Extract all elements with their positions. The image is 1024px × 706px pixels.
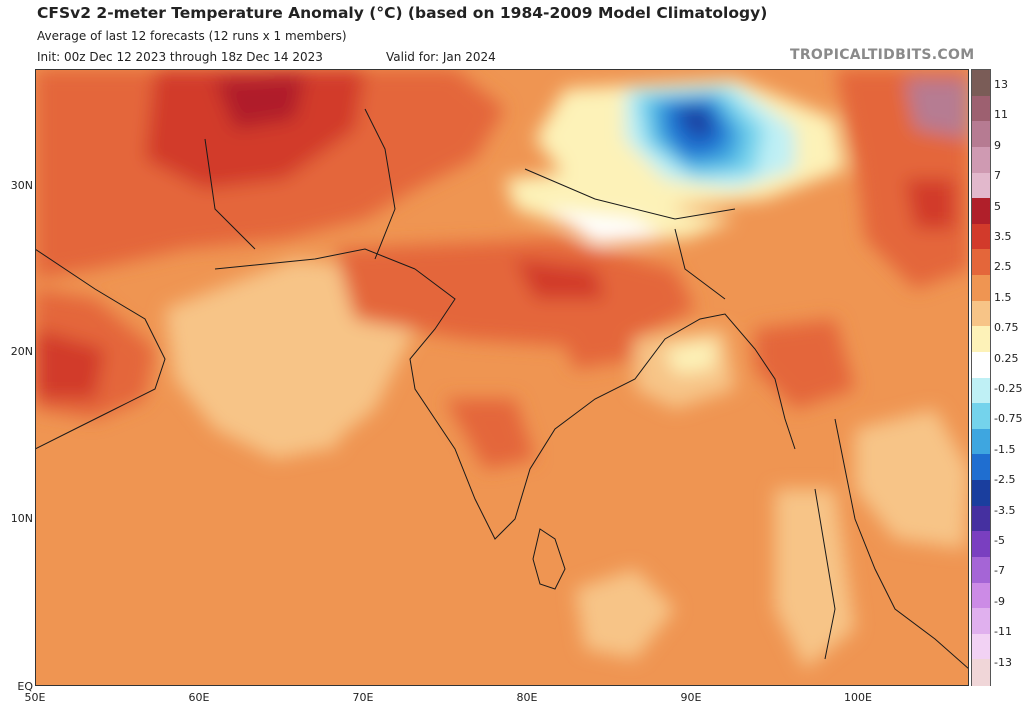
- colorbar-tick-label: -0.75: [994, 412, 1023, 426]
- colorbar-tick-label: 11: [994, 108, 1008, 122]
- anomaly-contours: [35, 69, 969, 669]
- lon-label-100e: 100E: [844, 691, 872, 704]
- brand-watermark: TROPICALTIDBITS.COM: [790, 47, 975, 63]
- colorbar-tick-label: -9: [994, 594, 1005, 608]
- colorbar-segment: [972, 505, 990, 532]
- colorbar-segment: [972, 351, 990, 378]
- colorbar-tick-label: 9: [994, 138, 1001, 152]
- colorbar-tick-label: 2.5: [994, 260, 1012, 274]
- colorbar-segment: [972, 172, 990, 199]
- colorbar-tick-label: 0.75: [994, 321, 1019, 335]
- colorbar-tick-label: 1.5: [994, 290, 1012, 304]
- colorbar-segment: [972, 428, 990, 455]
- colorbar-tick-label: -2.5: [994, 473, 1016, 487]
- lon-label-70e: 70E: [352, 691, 374, 704]
- anomaly-field: [35, 69, 969, 686]
- colorbar-tick-label: 5: [994, 199, 1001, 213]
- colorbar-segment: [972, 608, 990, 635]
- colorbar-segment: [972, 582, 990, 609]
- colorbar-segment: [972, 70, 990, 97]
- colorbar-tick-label: -13: [994, 655, 1012, 669]
- lon-label-60e: 60E: [188, 691, 210, 704]
- colorbar-tick-label: -5: [994, 534, 1005, 547]
- colorbar-tick-label: -0.25: [994, 382, 1023, 395]
- colorbar-segment: [972, 95, 990, 122]
- anomaly-map[interactable]: [35, 69, 969, 686]
- colorbar-tick-label: -3.5: [994, 503, 1016, 517]
- lon-label-80e: 80E: [516, 691, 538, 704]
- colorbar-segment: [972, 633, 990, 660]
- coastlines: [35, 108, 969, 670]
- colorbar-segment: [972, 146, 990, 173]
- colorbar-segment: [972, 659, 990, 686]
- colorbar-segment: [972, 223, 990, 250]
- init-time: Init: 00z Dec 12 2023 through 18z Dec 14…: [37, 50, 323, 64]
- colorbar-tick-label: -1.5: [994, 442, 1016, 456]
- lon-label-50e: 50E: [24, 691, 46, 704]
- colorbar-segment: [972, 275, 990, 302]
- colorbar-segment: [972, 531, 990, 558]
- valid-time: Valid for: Jan 2024: [386, 50, 496, 64]
- colorbar-segment: [972, 249, 990, 276]
- colorbar-tick-label: -11: [994, 625, 1012, 639]
- colorbar-segment: [972, 377, 990, 404]
- colorbar: [971, 69, 991, 686]
- colorbar-segment: [972, 480, 990, 507]
- colorbar-segment: [972, 300, 990, 327]
- colorbar-segment: [972, 454, 990, 481]
- colorbar-tick-label: 3.5: [994, 230, 1012, 243]
- colorbar-segment: [972, 198, 990, 225]
- chart-subtitle: Average of last 12 forecasts (12 runs x …: [37, 29, 347, 43]
- colorbar-tick-label: 13: [994, 78, 1008, 91]
- colorbar-tick-label: 0.25: [994, 351, 1019, 365]
- colorbar-segment: [972, 326, 990, 353]
- colorbar-segment: [972, 403, 990, 430]
- lat-label-10n: 10N: [10, 512, 33, 525]
- colorbar-tick-label: -7: [994, 564, 1005, 578]
- lat-label-eq: EQ: [17, 680, 33, 693]
- colorbar-segment: [972, 121, 990, 148]
- lon-label-90e: 90E: [680, 691, 702, 704]
- lat-label-20n: 20N: [10, 345, 33, 358]
- lat-label-30n: 30N: [10, 179, 33, 192]
- colorbar-segment: [972, 556, 990, 583]
- colorbar-tick-label: 7: [994, 169, 1001, 183]
- chart-title: CFSv2 2-meter Temperature Anomaly (°C) (…: [37, 4, 768, 22]
